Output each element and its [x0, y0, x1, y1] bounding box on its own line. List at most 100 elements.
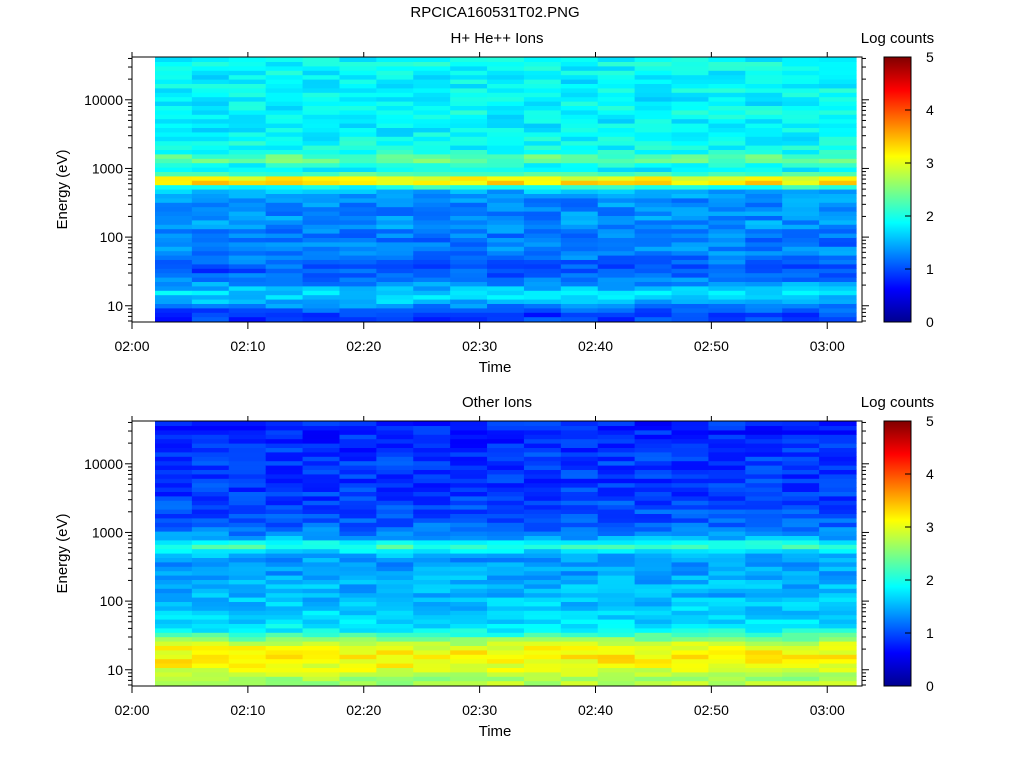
- spectrogram-cell: [634, 303, 673, 309]
- spectrogram-cell: [597, 443, 636, 448]
- spectrogram-cell: [671, 636, 710, 642]
- spectrogram-cell: [191, 228, 230, 234]
- spectrogram-cell: [487, 636, 525, 642]
- spectrogram-cell: [376, 667, 414, 673]
- spectrogram-cell: [745, 662, 783, 668]
- spectrogram-cell: [782, 202, 820, 208]
- spectrogram-cell: [782, 451, 820, 457]
- spectrogram-cell: [597, 438, 636, 444]
- spectrogram-cell: [523, 487, 562, 492]
- spectrogram-cell: [671, 70, 710, 76]
- spectrogram-cell: [560, 632, 599, 638]
- spectrogram-cell: [560, 487, 599, 492]
- spectrogram-cell: [228, 294, 267, 300]
- spectrogram-cell: [450, 70, 488, 76]
- spectrogram-cell: [560, 539, 599, 545]
- spectrogram-cell: [376, 561, 414, 567]
- spectrogram-cell: [597, 645, 636, 651]
- spectrogram-cell: [523, 623, 562, 629]
- spectrogram-cell: [745, 298, 783, 304]
- spectrogram-cell: [782, 197, 820, 203]
- spectrogram-cell: [745, 167, 783, 172]
- spectrogram-cell: [819, 101, 857, 106]
- spectrogram-cell: [302, 246, 341, 252]
- spectrogram-cell: [560, 658, 599, 664]
- spectrogram-cell: [523, 526, 562, 532]
- spectrogram-cell: [450, 175, 488, 181]
- spectrogram-cell: [155, 298, 193, 304]
- spectrogram-cell: [487, 623, 525, 629]
- colorbar-tick-label: 3: [926, 519, 934, 535]
- spectrogram-cell: [413, 487, 451, 492]
- spectrogram-cell: [634, 649, 673, 655]
- y-tick-label: 1000: [92, 524, 123, 540]
- spectrogram-cell: [339, 193, 377, 199]
- spectrogram-cell: [597, 561, 636, 567]
- spectrogram-cell: [228, 193, 267, 199]
- spectrogram-cell: [302, 495, 341, 501]
- spectrogram-cell: [523, 219, 562, 225]
- spectrogram-cell: [413, 539, 451, 545]
- spectrogram-cell: [302, 658, 341, 664]
- spectrogram-cell: [560, 509, 599, 514]
- spectrogram-cell: [450, 118, 488, 124]
- spectrogram-cell: [191, 87, 230, 93]
- spectrogram-cell: [708, 517, 746, 523]
- spectrogram-cell: [228, 219, 267, 225]
- spectrogram-cell: [155, 645, 193, 651]
- spectrogram-cell: [745, 636, 783, 642]
- spectrogram-cell: [376, 175, 414, 181]
- spectrogram-cell: [413, 232, 451, 238]
- spectrogram-cell: [191, 535, 230, 541]
- spectrogram-cell: [708, 57, 746, 62]
- spectrogram-cell: [265, 421, 304, 426]
- spectrogram-cell: [487, 654, 525, 660]
- spectrogram-cell: [413, 123, 451, 128]
- spectrogram-cell: [782, 246, 820, 252]
- spectrogram-cell: [265, 561, 304, 567]
- spectrogram-cell: [523, 290, 562, 296]
- spectrogram-cell: [302, 535, 341, 541]
- spectrogram-cell: [155, 548, 193, 554]
- spectrogram-cell: [155, 312, 193, 318]
- spectrogram-cell: [302, 434, 341, 440]
- spectrogram-cell: [634, 680, 673, 686]
- spectrogram-cell: [708, 65, 746, 71]
- spectrogram-cell: [782, 74, 820, 80]
- spectrogram-cell: [413, 162, 451, 168]
- spectrogram-cell: [782, 276, 820, 282]
- spectrogram-cell: [782, 588, 820, 594]
- spectrogram-cell: [597, 171, 636, 177]
- spectrogram-cell: [782, 640, 820, 646]
- spectrogram-cell: [671, 487, 710, 492]
- spectrogram-cell: [560, 197, 599, 203]
- spectrogram-cell: [376, 92, 414, 98]
- spectrogram-cell: [745, 188, 783, 194]
- spectrogram-cell: [560, 57, 599, 62]
- spectrogram-cell: [597, 482, 636, 488]
- spectrogram-cell: [597, 149, 636, 155]
- spectrogram-cell: [228, 246, 267, 252]
- spectrogram-cell: [191, 276, 230, 282]
- spectrogram-cell: [228, 495, 267, 501]
- spectrogram-cell: [228, 96, 267, 102]
- spectrogram-cell: [597, 592, 636, 598]
- spectrogram-cell: [523, 153, 562, 159]
- spectrogram-cell: [819, 504, 857, 510]
- spectrogram-cell: [745, 535, 783, 541]
- spectrogram-cell: [376, 460, 414, 466]
- spectrogram-cell: [376, 539, 414, 545]
- spectrogram-cell: [228, 596, 267, 602]
- spectrogram-cell: [155, 676, 193, 682]
- spectrogram-cell: [671, 478, 710, 484]
- spectrogram-cell: [265, 158, 304, 164]
- spectrogram-cell: [597, 210, 636, 216]
- spectrogram-cell: [745, 140, 783, 146]
- spectrogram-cell: [228, 254, 267, 260]
- spectrogram-cell: [819, 92, 857, 98]
- spectrogram-cell: [191, 162, 230, 168]
- spectrogram-cell: [413, 605, 451, 611]
- spectrogram-cell: [228, 298, 267, 304]
- spectrogram-cell: [265, 447, 304, 453]
- spectrogram-cell: [339, 74, 377, 80]
